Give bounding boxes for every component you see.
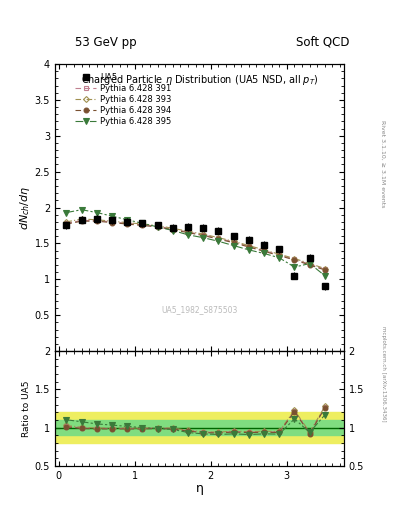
X-axis label: η: η [195, 482, 204, 495]
Text: Rivet 3.1.10, ≥ 3.1M events: Rivet 3.1.10, ≥ 3.1M events [381, 120, 386, 207]
Text: Charged Particle $\eta$ Distribution (UA5 NSD, all $p_T$): Charged Particle $\eta$ Distribution (UA… [81, 73, 318, 87]
Bar [55, 420, 344, 435]
Text: UA5_1982_S875503: UA5_1982_S875503 [161, 305, 238, 314]
Y-axis label: $dN_{ch}/d\eta$: $dN_{ch}/d\eta$ [18, 185, 32, 230]
Text: Soft QCD: Soft QCD [296, 36, 349, 49]
Text: 53 GeV pp: 53 GeV pp [75, 36, 137, 49]
Legend: UA5, Pythia 6.428 391, Pythia 6.428 393, Pythia 6.428 394, Pythia 6.428 395: UA5, Pythia 6.428 391, Pythia 6.428 393,… [73, 71, 173, 127]
Text: mcplots.cern.ch [arXiv:1306.3436]: mcplots.cern.ch [arXiv:1306.3436] [381, 326, 386, 421]
Bar [55, 412, 344, 443]
Y-axis label: Ratio to UA5: Ratio to UA5 [22, 380, 31, 437]
